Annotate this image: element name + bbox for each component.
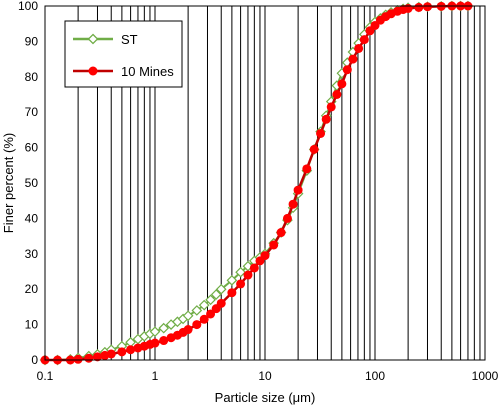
y-tick-label: 70 — [25, 105, 39, 119]
data-point — [332, 90, 342, 99]
data-point — [117, 347, 127, 357]
data-point — [198, 299, 210, 311]
data-point — [288, 199, 298, 209]
data-point — [422, 2, 432, 12]
data-point — [235, 266, 246, 278]
legend-box — [64, 20, 183, 88]
data-point — [260, 251, 270, 261]
data-point — [226, 275, 238, 286]
data-point — [302, 164, 312, 174]
data-point — [316, 128, 326, 138]
data-point — [354, 43, 364, 53]
data-point — [205, 294, 216, 306]
data-point — [348, 54, 358, 64]
legend-label-st: ST — [121, 32, 138, 47]
y-tick-label: 60 — [25, 141, 39, 155]
data-point — [150, 338, 160, 348]
data-point — [210, 289, 222, 300]
data-point — [92, 352, 102, 362]
data-point — [73, 354, 83, 364]
data-point — [276, 228, 286, 238]
data-point — [106, 349, 116, 359]
y-axis-tick-labels: 0 10 20 30 40 50 60 70 80 90 100 — [18, 0, 38, 367]
x-tick-label: 100 — [365, 369, 385, 383]
data-point — [236, 279, 246, 289]
data-point — [215, 283, 227, 295]
data-point — [309, 144, 319, 154]
data-point — [126, 345, 136, 355]
data-point — [216, 298, 226, 308]
y-tick-label: 20 — [25, 282, 39, 296]
data-point — [84, 353, 94, 363]
data-point — [183, 325, 193, 335]
y-tick-label: 0 — [31, 353, 38, 367]
data-point — [326, 102, 336, 112]
data-point — [149, 326, 161, 338]
data-point — [182, 310, 194, 322]
series-1 — [40, 1, 473, 365]
legend-swatch-marker-10-mines — [88, 66, 98, 76]
x-tick-label: 0.1 — [37, 369, 54, 383]
y-tick-label: 80 — [25, 70, 39, 84]
x-axis-tick-labels: 0.1 1 10 100 1000 — [37, 369, 498, 383]
data-point — [206, 309, 216, 319]
data-point — [158, 322, 170, 334]
x-tick-label: 1000 — [472, 369, 498, 383]
data-point — [159, 336, 169, 346]
x-tick-label: 10 — [258, 369, 272, 383]
data-point — [249, 263, 259, 273]
plot-area-frame — [44, 5, 486, 361]
data-point — [243, 270, 253, 280]
x-axis-title: Particle size (μm) — [215, 390, 316, 405]
legend-swatch-marker-st — [87, 33, 99, 45]
data-point — [269, 240, 279, 250]
data-point — [282, 213, 292, 223]
data-point — [321, 114, 331, 124]
data-point — [337, 79, 347, 89]
y-tick-label: 40 — [25, 211, 39, 225]
data-point — [293, 185, 303, 195]
data-point — [403, 3, 413, 13]
y-tick-label: 30 — [25, 247, 39, 261]
data-point — [191, 305, 203, 316]
data-point — [414, 2, 424, 12]
x-tick-label: 1 — [152, 369, 159, 383]
y-tick-label: 50 — [25, 176, 39, 190]
y-tick-label: 90 — [25, 34, 39, 48]
legend: ST 10 Mines — [64, 20, 183, 88]
y-tick-label: 100 — [18, 0, 38, 13]
y-axis-title: Finer percent (%) — [1, 133, 16, 233]
data-point — [359, 35, 369, 45]
data-point — [192, 320, 202, 330]
legend-label-10-mines: 10 Mines — [121, 64, 174, 79]
data-point — [227, 288, 237, 298]
data-point — [342, 65, 352, 75]
y-tick-label: 10 — [25, 318, 39, 332]
data-point — [199, 314, 209, 324]
